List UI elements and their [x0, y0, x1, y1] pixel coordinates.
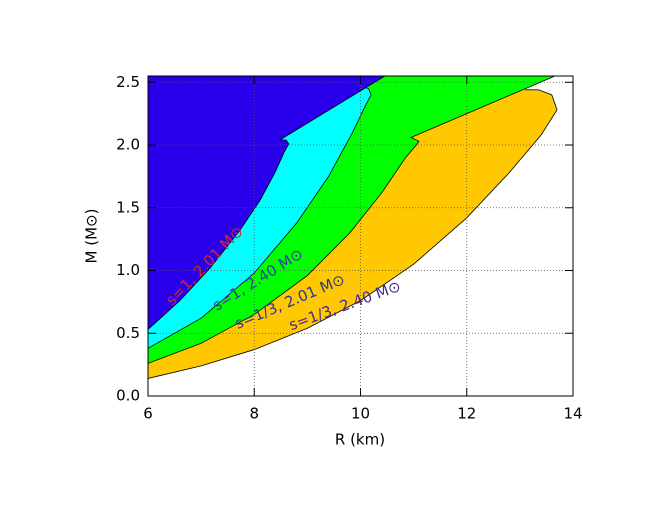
y-tick-label: 1.5	[116, 198, 140, 216]
y-tick-label: 2.5	[116, 73, 140, 91]
y-tick-label: 0.5	[116, 324, 140, 342]
x-tick-label: 6	[143, 405, 153, 423]
x-axis-label: R (km)	[335, 431, 385, 449]
boundary-curve	[148, 86, 372, 349]
boundary-curve	[148, 76, 386, 330]
x-tick-label: 8	[249, 405, 259, 423]
x-tick-label: 14	[563, 405, 582, 423]
y-tick-label: 0.0	[116, 387, 140, 405]
boundary-curve	[148, 76, 556, 364]
y-tick-label: 2.0	[116, 136, 140, 154]
plot-area	[148, 76, 558, 379]
y-tick-label: 1.0	[116, 261, 140, 279]
y-axis-label: M (M⊙)	[83, 209, 101, 264]
x-tick-label: 10	[351, 405, 370, 423]
region	[148, 76, 385, 330]
x-tick-label: 12	[457, 405, 476, 423]
